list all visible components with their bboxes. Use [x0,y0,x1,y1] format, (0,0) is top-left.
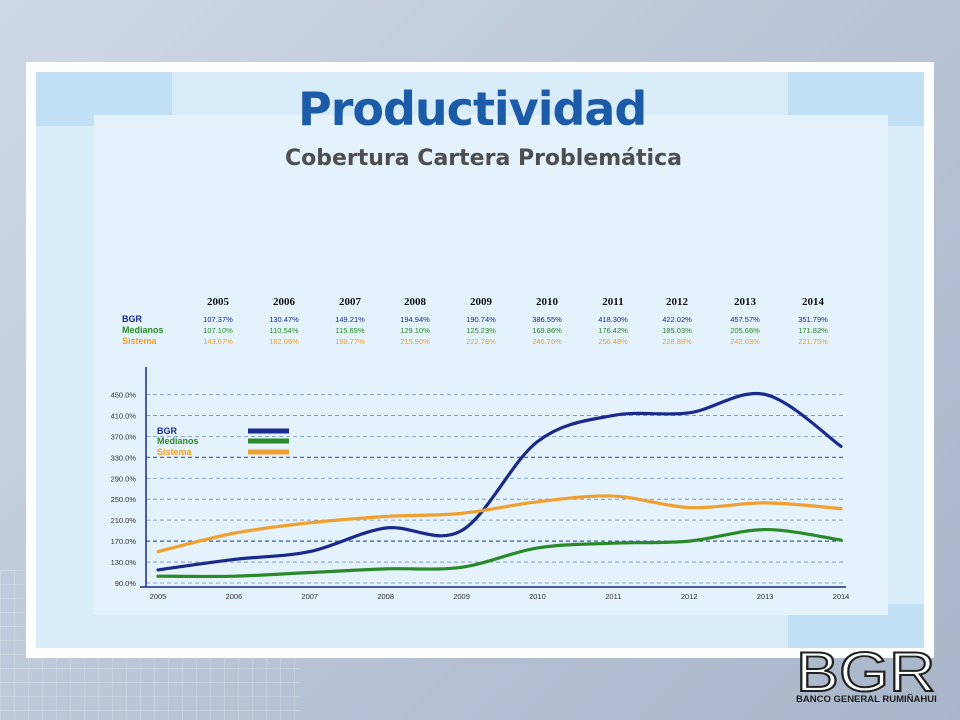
table-cell: 246.76% [532,337,562,346]
table-cell: 194.94% [400,315,430,324]
x-tick-label: 2011 [605,592,621,601]
table-cell: 176.42% [598,326,628,335]
table-cell: 228.88% [662,337,692,346]
table-cell: 130.47% [269,315,299,324]
table-cell: 222.78% [466,337,496,346]
series-line-sistema [156,494,843,554]
table-cell: 351.79% [798,315,828,324]
table-cell: 129.10% [400,326,430,335]
slide-frame [36,72,924,648]
table-cell: 169.86% [532,326,562,335]
x-tick-label: 2012 [681,592,698,601]
logo-letters: BGR [795,639,937,704]
logo-bank-name: BANCO GENERAL RUMIÑAHUI [796,694,937,705]
y-tick-label: 410.0% [111,411,137,420]
table-year-header: 2009 [470,296,493,308]
slide: Productividad Cobertura Cartera Problemá… [26,62,934,658]
table-cell: 143.67% [203,337,233,346]
table-year-header: 2012 [666,296,689,308]
table-cell: 110.54% [269,326,298,335]
table-year-header: 2007 [339,296,362,308]
table-cell: 185.03% [662,326,692,335]
table-year-header: 2013 [734,296,757,308]
table-year-header: 2008 [404,296,427,308]
series-line-medianos [156,527,843,579]
table-row-label: Sistema [122,336,158,346]
table-cell: 457.57% [730,315,760,324]
table-year-header: 2011 [602,296,623,308]
table-cell: 149.21% [335,315,365,324]
chart-grid [146,394,846,584]
legend-label: Medianos [157,436,199,446]
table-cell: 256.48% [598,337,628,346]
table-cell: 107.10% [203,326,233,335]
table-cell: 190.74% [466,315,496,324]
table-cell: 221.75% [798,337,828,346]
x-tick-label: 2013 [757,592,774,601]
y-tick-label: 90.0% [115,579,137,588]
y-tick-label: 250.0% [111,495,137,504]
data-table: 2005 2006 2007 2008 2009 2010 2011 2012 2013 2014… [122,296,828,346]
y-tick-label: 210.0% [111,516,137,525]
table-cell: 171.82% [798,326,828,335]
series-line-bgr [156,391,843,572]
table-year-header: 2005 [207,296,230,308]
y-tick-label: 130.0% [111,558,137,567]
x-tick-label: 2014 [833,592,850,601]
chart-series [156,391,843,579]
y-tick-label: 450.0% [111,390,137,399]
chart: 2005 2006 2007 2008 2009 2010 2011 2012 2013 2014… [111,296,850,601]
x-tick-label: 2010 [529,592,546,601]
table-cell: 418.30% [598,315,628,324]
table-cell: 242.03% [730,337,760,346]
table-year-header: 2010 [536,296,559,308]
table-cell: 115.69% [335,326,364,335]
table-cell: 205.66% [730,326,760,335]
table-cell: 199.77% [335,337,365,346]
chart-axes: 90.0% 130.0% 170.0% 210.0% 250.0% 290.0% 330.0… [111,367,850,601]
x-tick-label: 2009 [453,592,470,601]
y-tick-label: 170.0% [111,537,137,546]
y-tick-label: 370.0% [111,432,137,441]
table-year-header: 2014 [802,296,825,308]
legend-label: Sistema [157,447,193,457]
table-cell: 422.02% [662,315,692,324]
table-row-label: BGR [122,314,143,324]
x-tick-label: 2007 [301,592,318,601]
bank-logo: BGR BANCO GENERAL RUMIÑAHUI [795,639,946,715]
table-cell: 125.23% [466,326,496,335]
y-tick-label: 330.0% [111,453,137,462]
x-tick-label: 2006 [226,592,243,601]
slide-title: Productividad [298,82,647,136]
table-cell: 107.37% [203,315,233,324]
legend-label: BGR [157,426,178,436]
x-tick-label: 2005 [150,592,167,601]
slide-subtitle: Cobertura Cartera Problemática [285,146,682,171]
table-cell: 182.66% [269,337,299,346]
table-row-label: Medianos [122,325,164,335]
table-cell: 215.90% [400,337,430,346]
table-cell: 386.55% [532,315,562,324]
x-tick-label: 2008 [377,592,394,601]
y-tick-label: 290.0% [111,474,137,483]
table-year-header: 2006 [273,296,296,308]
